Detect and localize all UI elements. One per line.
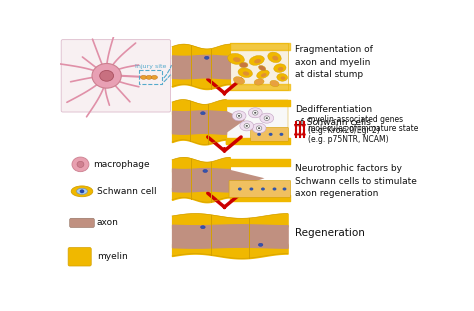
Ellipse shape bbox=[240, 121, 254, 131]
Ellipse shape bbox=[256, 126, 262, 131]
Text: Neurotrophic factors by
Schwann cells to stimulate
axon regeneration: Neurotrophic factors by Schwann cells to… bbox=[295, 165, 417, 198]
Ellipse shape bbox=[265, 117, 268, 119]
Text: myelin-associated genes
(e.g. Krox20/Egr-2): myelin-associated genes (e.g. Krox20/Egr… bbox=[309, 115, 403, 135]
Ellipse shape bbox=[239, 62, 248, 68]
Ellipse shape bbox=[72, 157, 89, 172]
Ellipse shape bbox=[237, 114, 242, 118]
Ellipse shape bbox=[258, 243, 263, 246]
Ellipse shape bbox=[140, 76, 146, 79]
FancyBboxPatch shape bbox=[226, 100, 288, 144]
Text: Regeneration: Regeneration bbox=[295, 228, 365, 238]
Ellipse shape bbox=[281, 77, 285, 80]
Ellipse shape bbox=[243, 71, 249, 76]
Ellipse shape bbox=[100, 70, 114, 81]
Ellipse shape bbox=[253, 110, 258, 115]
Ellipse shape bbox=[238, 188, 242, 191]
Ellipse shape bbox=[254, 79, 264, 85]
Ellipse shape bbox=[260, 113, 273, 123]
Ellipse shape bbox=[146, 76, 152, 79]
Ellipse shape bbox=[258, 66, 266, 71]
Ellipse shape bbox=[238, 115, 240, 117]
Ellipse shape bbox=[151, 76, 157, 79]
Polygon shape bbox=[230, 170, 264, 190]
Ellipse shape bbox=[277, 73, 288, 81]
Ellipse shape bbox=[257, 133, 261, 136]
FancyBboxPatch shape bbox=[70, 218, 94, 228]
Text: Fragmentation of
axon and myelin
at distal stump: Fragmentation of axon and myelin at dist… bbox=[295, 45, 373, 79]
Ellipse shape bbox=[254, 59, 261, 63]
Ellipse shape bbox=[248, 108, 262, 118]
FancyBboxPatch shape bbox=[230, 44, 288, 90]
Ellipse shape bbox=[71, 186, 93, 197]
Text: macrophage: macrophage bbox=[93, 160, 149, 169]
Ellipse shape bbox=[249, 56, 264, 65]
Ellipse shape bbox=[246, 125, 248, 127]
Text: Schwann cell: Schwann cell bbox=[97, 187, 156, 196]
Ellipse shape bbox=[201, 226, 205, 229]
Ellipse shape bbox=[274, 64, 286, 72]
Text: axon: axon bbox=[97, 218, 118, 227]
Ellipse shape bbox=[233, 57, 240, 62]
Ellipse shape bbox=[258, 127, 260, 129]
Ellipse shape bbox=[261, 73, 266, 77]
FancyBboxPatch shape bbox=[229, 181, 291, 197]
Polygon shape bbox=[226, 111, 245, 133]
FancyBboxPatch shape bbox=[61, 39, 171, 112]
Ellipse shape bbox=[280, 133, 283, 136]
Ellipse shape bbox=[203, 169, 208, 173]
Text: molecules of immature state
(e.g. p75NTR, NCAM): molecules of immature state (e.g. p75NTR… bbox=[309, 123, 419, 144]
FancyBboxPatch shape bbox=[68, 248, 91, 266]
Ellipse shape bbox=[261, 188, 265, 191]
Ellipse shape bbox=[252, 123, 266, 133]
Ellipse shape bbox=[77, 188, 87, 194]
Ellipse shape bbox=[234, 77, 245, 84]
Ellipse shape bbox=[268, 52, 281, 63]
Ellipse shape bbox=[201, 112, 205, 115]
Ellipse shape bbox=[278, 67, 283, 71]
Text: Injury site: Injury site bbox=[135, 64, 166, 69]
Ellipse shape bbox=[283, 188, 286, 191]
Ellipse shape bbox=[244, 123, 249, 128]
Ellipse shape bbox=[249, 188, 253, 191]
Ellipse shape bbox=[273, 188, 276, 191]
Ellipse shape bbox=[80, 189, 84, 193]
Ellipse shape bbox=[264, 116, 270, 120]
Ellipse shape bbox=[92, 63, 121, 88]
Ellipse shape bbox=[228, 53, 245, 64]
Ellipse shape bbox=[270, 80, 279, 87]
Ellipse shape bbox=[269, 133, 273, 136]
Ellipse shape bbox=[204, 56, 209, 59]
Ellipse shape bbox=[254, 112, 256, 114]
Text: Dedifferentiation
of Schwann cells: Dedifferentiation of Schwann cells bbox=[295, 105, 373, 127]
Ellipse shape bbox=[256, 70, 269, 79]
Ellipse shape bbox=[77, 161, 84, 167]
Text: myelin: myelin bbox=[97, 252, 128, 261]
Ellipse shape bbox=[272, 56, 278, 60]
FancyBboxPatch shape bbox=[251, 128, 288, 141]
Ellipse shape bbox=[232, 111, 246, 121]
Ellipse shape bbox=[238, 68, 253, 77]
